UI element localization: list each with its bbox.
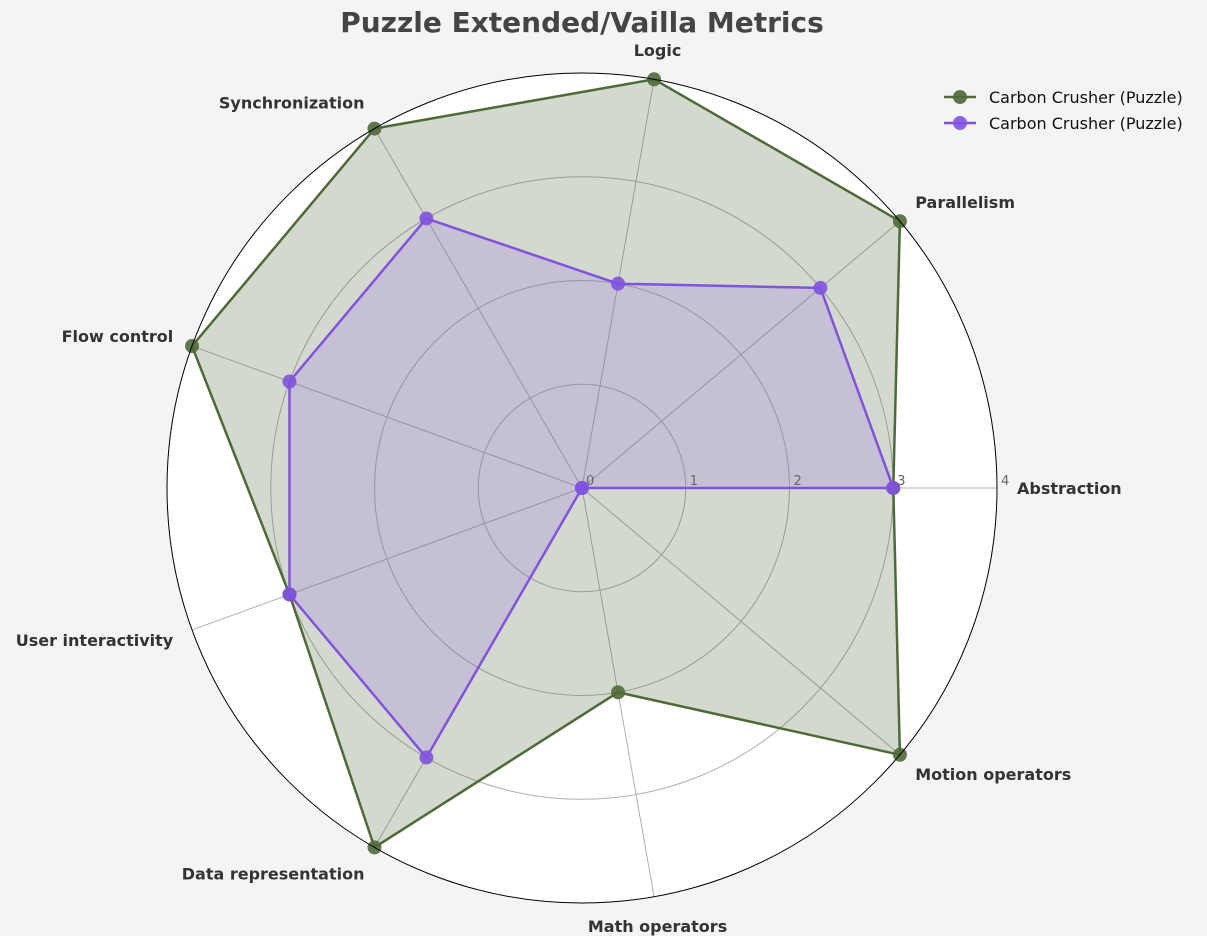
series-2-point [282, 374, 297, 389]
series-2-point [611, 276, 626, 291]
series-1-area [192, 79, 900, 848]
axis-label-synchronization: Synchronization [219, 94, 365, 113]
r-tick-label: 0 [586, 474, 594, 489]
series-2-point [575, 481, 589, 495]
series-2-point [886, 481, 901, 495]
legend-label-series-1: Carbon Crusher (Puzzle) [989, 88, 1183, 107]
grid-spoke [191, 487, 583, 631]
legend-marker-series-2 [953, 116, 967, 130]
legend-marker-series-1 [953, 90, 967, 104]
axis-labels: Abstraction Parallelism Logic Synchronizati… [16, 41, 1122, 936]
legend-label-series-2: Carbon Crusher (Puzzle) [989, 114, 1183, 133]
series-2-point [419, 750, 434, 765]
radial-ticks: 0 1 2 3 4 [586, 474, 1009, 489]
r-tick-label: 3 [897, 474, 905, 489]
axis-label-logic: Logic [634, 41, 682, 60]
grid-spoke [581, 487, 901, 756]
axis-label-motion-operators: Motion operators [915, 765, 1071, 784]
chart-title: Puzzle Extended/Vailla Metrics [340, 6, 824, 39]
plot-outline [166, 72, 998, 904]
grid-spoke [581, 220, 901, 489]
series-1-line [190, 78, 902, 849]
series-layer [185, 72, 907, 855]
axis-label-flow-control: Flow control [62, 327, 174, 346]
series-1-point [611, 685, 626, 700]
axis-label-math-operators: Math operators [588, 917, 727, 936]
axis-label-user-interactivity: User interactivity [16, 631, 174, 650]
grid-spoke [374, 128, 583, 489]
r-tick-label: 1 [690, 474, 698, 489]
axis-label-abstraction: Abstraction [1017, 479, 1122, 498]
legend[interactable]: Carbon Crusher (Puzzle) Carbon Crusher (… [944, 88, 1183, 133]
r-tick-label: 2 [794, 474, 802, 489]
axis-label-parallelism: Parallelism [915, 193, 1015, 212]
grid [191, 79, 997, 897]
grid-spoke [191, 345, 583, 489]
axis-label-data-representation: Data representation [182, 864, 365, 883]
series-2-point [813, 280, 828, 295]
series-2-point [282, 587, 297, 602]
r-tick-label: 4 [1001, 474, 1009, 489]
series-2-point [419, 211, 434, 226]
